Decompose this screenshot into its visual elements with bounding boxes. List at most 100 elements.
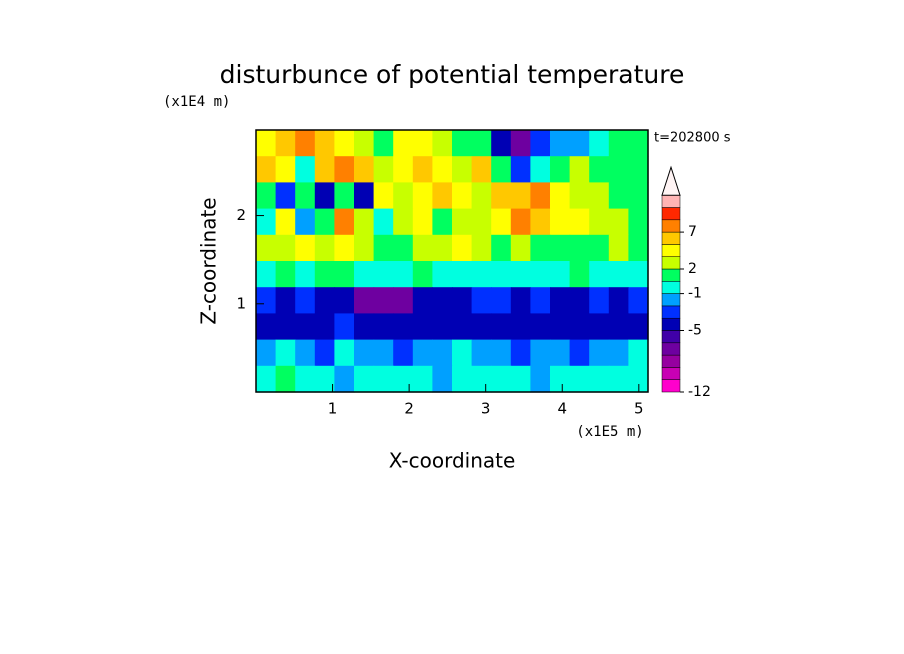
field-cell bbox=[628, 261, 649, 288]
field-cell bbox=[471, 130, 492, 157]
field-cell bbox=[452, 234, 473, 262]
field-cell bbox=[608, 313, 629, 341]
colorbar-tick-label: -12 bbox=[688, 384, 711, 400]
colorbar-band bbox=[661, 268, 681, 282]
x-tick-label: 3 bbox=[481, 400, 491, 418]
field-cell bbox=[295, 339, 316, 367]
field-cell bbox=[471, 156, 492, 183]
x-tick-label: 1 bbox=[328, 400, 338, 418]
field-cell bbox=[491, 208, 512, 236]
field-cell bbox=[354, 365, 375, 393]
field-cell bbox=[256, 156, 277, 183]
field-cell bbox=[373, 182, 394, 210]
field-cell bbox=[510, 287, 531, 314]
colorbar-band bbox=[661, 354, 681, 368]
field-cell bbox=[628, 130, 649, 157]
field-cell bbox=[314, 261, 335, 288]
field-cell bbox=[530, 261, 551, 288]
colorbar-band bbox=[661, 256, 681, 270]
field-cell bbox=[393, 156, 414, 183]
field-cell bbox=[275, 339, 296, 367]
field-cell bbox=[530, 156, 551, 183]
field-cell bbox=[432, 234, 453, 262]
field-cell bbox=[334, 208, 355, 236]
field-cell bbox=[393, 365, 414, 393]
colorbar-band bbox=[661, 305, 681, 319]
field-cell bbox=[275, 208, 296, 236]
field-cell bbox=[373, 234, 394, 262]
field-cell bbox=[491, 339, 512, 367]
field-cell bbox=[510, 130, 531, 157]
x-axis-label: X-coordinate bbox=[389, 449, 516, 473]
field-cell bbox=[373, 365, 394, 393]
field-cell bbox=[510, 313, 531, 341]
field-cell bbox=[628, 234, 649, 262]
field-cell bbox=[412, 261, 433, 288]
field-cell bbox=[432, 339, 453, 367]
field-cell bbox=[393, 208, 414, 236]
field-cell bbox=[334, 365, 355, 393]
field-cell bbox=[569, 156, 590, 183]
field-cell bbox=[412, 365, 433, 393]
field-cell bbox=[314, 156, 335, 183]
field-cell bbox=[256, 339, 277, 367]
field-cell bbox=[295, 208, 316, 236]
field-cell bbox=[530, 208, 551, 236]
colorbar-band bbox=[661, 317, 681, 331]
field-cell bbox=[589, 287, 610, 314]
field-cell bbox=[589, 208, 610, 236]
field-cell bbox=[589, 182, 610, 210]
field-cell bbox=[295, 182, 316, 210]
field-cell bbox=[334, 287, 355, 314]
field-cell bbox=[608, 287, 629, 314]
field-cell bbox=[334, 261, 355, 288]
field-cell bbox=[491, 365, 512, 393]
field-cell bbox=[275, 287, 296, 314]
field-cell bbox=[275, 261, 296, 288]
field-cell bbox=[412, 287, 433, 314]
field-cell bbox=[373, 313, 394, 341]
field-cell bbox=[314, 339, 335, 367]
colorbar-band bbox=[661, 231, 681, 245]
colorbar-band bbox=[661, 342, 681, 356]
field-cell bbox=[334, 234, 355, 262]
field-cell bbox=[550, 234, 571, 262]
field-cell bbox=[354, 287, 375, 314]
field-cell bbox=[569, 234, 590, 262]
field-cell bbox=[256, 182, 277, 210]
chart-title: disturbunce of potential temperature bbox=[220, 60, 685, 89]
field-cell bbox=[589, 156, 610, 183]
colorbar-tick-label: -1 bbox=[688, 286, 702, 302]
field-cell bbox=[314, 313, 335, 341]
field-cell bbox=[452, 287, 473, 314]
field-cell bbox=[354, 156, 375, 183]
field-cell bbox=[569, 313, 590, 341]
field-cell bbox=[491, 130, 512, 157]
field-cell bbox=[550, 339, 571, 367]
field-cell bbox=[334, 182, 355, 210]
field-cell bbox=[628, 287, 649, 314]
field-cell bbox=[275, 234, 296, 262]
field-cell bbox=[608, 234, 629, 262]
colorbar-band bbox=[661, 281, 681, 294]
x-unit: (x1E5 m) bbox=[576, 424, 643, 440]
field-cell bbox=[471, 234, 492, 262]
field-cell bbox=[256, 261, 277, 288]
field-cell bbox=[608, 208, 629, 236]
field-cell bbox=[471, 365, 492, 393]
field-cell bbox=[314, 208, 335, 236]
field-cell bbox=[491, 182, 512, 210]
field-cell bbox=[412, 130, 433, 157]
colorbar-band bbox=[661, 330, 681, 344]
field-cell bbox=[452, 182, 473, 210]
field-cell bbox=[412, 313, 433, 341]
field-cell bbox=[530, 182, 551, 210]
field-cell bbox=[393, 261, 414, 288]
field-cell bbox=[275, 156, 296, 183]
field-cell bbox=[393, 130, 414, 157]
x-tick-label: 4 bbox=[557, 400, 567, 418]
field-cell bbox=[295, 130, 316, 157]
colorbar-band bbox=[661, 367, 681, 380]
field-cell bbox=[491, 234, 512, 262]
field-cell bbox=[432, 261, 453, 288]
